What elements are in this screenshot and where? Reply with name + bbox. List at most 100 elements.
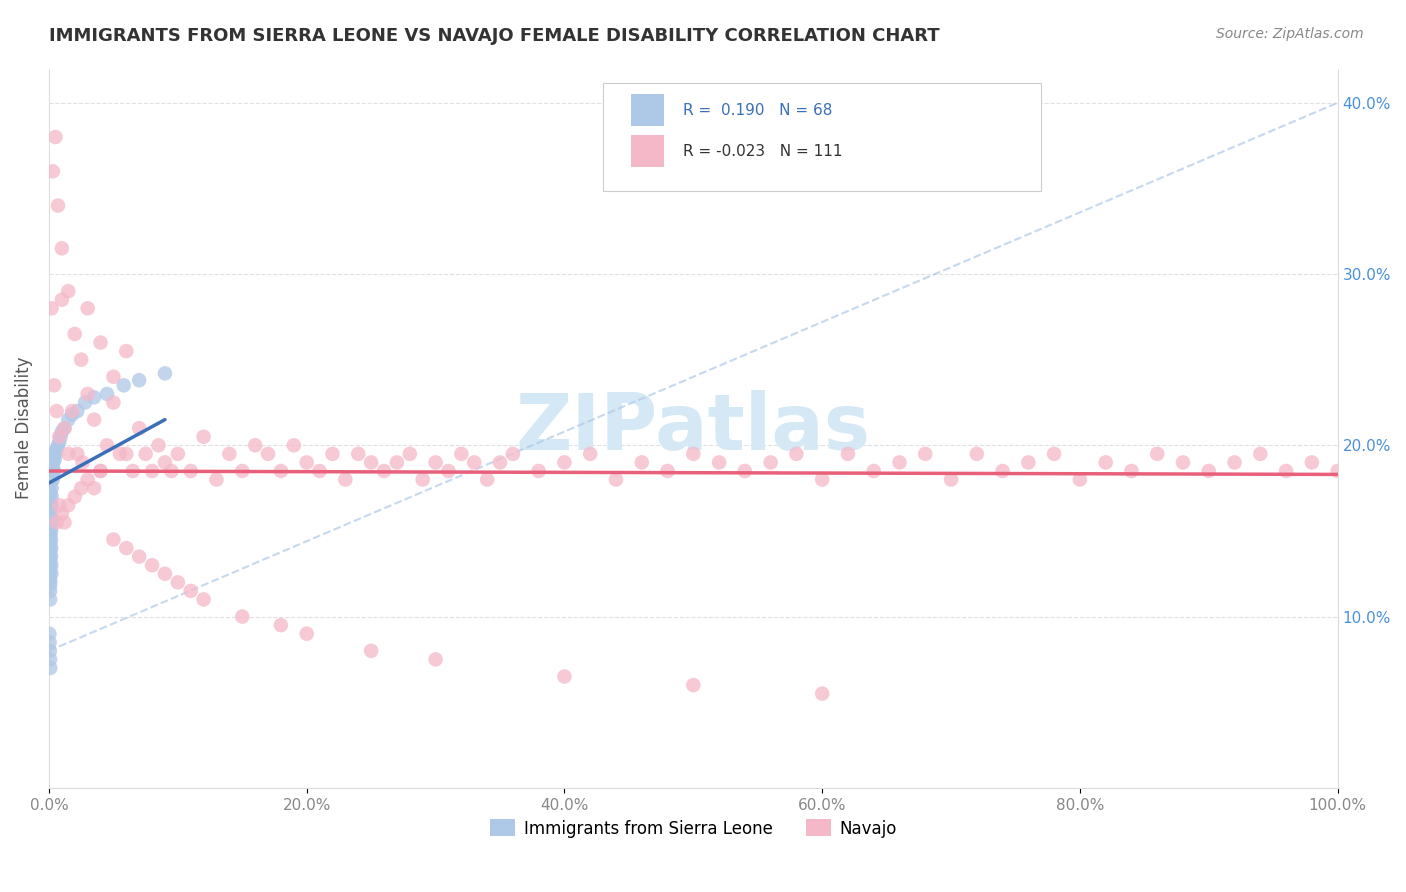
Point: [862, 464, 884, 478]
Point: [38, 481, 60, 495]
Point: [39, 652, 62, 666]
Point: [243, 438, 266, 452]
Point: [42, 378, 65, 392]
Point: [66, 447, 89, 461]
Point: [1198, 464, 1220, 478]
Point: [38, 558, 60, 573]
Point: [41, 473, 63, 487]
Point: [44, 447, 66, 461]
Point: [128, 373, 150, 387]
Point: [166, 447, 188, 461]
Point: [41, 498, 63, 512]
Point: [39, 518, 62, 533]
Point: [108, 447, 131, 461]
Point: [39, 544, 62, 558]
Point: [295, 626, 318, 640]
Point: [283, 438, 305, 452]
Point: [38, 549, 60, 564]
Point: [1043, 447, 1066, 461]
Point: [141, 558, 163, 573]
Point: [373, 464, 395, 478]
Point: [1069, 473, 1091, 487]
Point: [889, 455, 911, 469]
Point: [231, 609, 253, 624]
Point: [308, 464, 330, 478]
Point: [103, 395, 125, 409]
Point: [38, 635, 60, 649]
Point: [39, 661, 62, 675]
Point: [425, 455, 447, 469]
Point: [1171, 455, 1194, 469]
Point: [231, 464, 253, 478]
Point: [180, 464, 202, 478]
Point: [38, 464, 60, 478]
Point: [89, 464, 111, 478]
Point: [44, 130, 66, 145]
Point: [553, 455, 575, 469]
Point: [42, 455, 65, 469]
Point: [1223, 455, 1246, 469]
Point: [385, 455, 408, 469]
Point: [605, 473, 627, 487]
Point: [39, 592, 62, 607]
Point: [83, 481, 105, 495]
Point: [38, 644, 60, 658]
Point: [42, 473, 65, 487]
Point: [51, 507, 73, 521]
Point: [128, 549, 150, 564]
Point: [39, 507, 62, 521]
Point: [1146, 447, 1168, 461]
Point: [112, 378, 135, 392]
Point: [53, 516, 76, 530]
Point: [579, 447, 602, 461]
Point: [153, 455, 176, 469]
Point: [153, 566, 176, 581]
Point: [1326, 464, 1348, 478]
Point: [1094, 455, 1116, 469]
Point: [425, 652, 447, 666]
Point: [49, 430, 72, 444]
Point: [53, 421, 76, 435]
Text: R = -0.023   N = 111: R = -0.023 N = 111: [683, 144, 842, 159]
Point: [914, 447, 936, 461]
Point: [44, 452, 66, 467]
Text: Source: ZipAtlas.com: Source: ZipAtlas.com: [1216, 27, 1364, 41]
Point: [41, 566, 63, 581]
Point: [811, 473, 834, 487]
Point: [41, 464, 63, 478]
Point: [39, 541, 62, 555]
Point: [837, 447, 859, 461]
Point: [1275, 464, 1298, 478]
Point: [70, 481, 93, 495]
Point: [70, 352, 93, 367]
Point: [153, 367, 176, 381]
Point: [66, 404, 89, 418]
Point: [360, 455, 382, 469]
Point: [785, 447, 807, 461]
Point: [1249, 447, 1271, 461]
Point: [38, 566, 60, 581]
Point: [295, 455, 318, 469]
Point: [38, 524, 60, 538]
Point: [42, 164, 65, 178]
Point: [205, 473, 228, 487]
Point: [160, 464, 183, 478]
Point: [42, 464, 65, 478]
Point: [51, 425, 73, 439]
Point: [51, 241, 73, 255]
Point: [121, 464, 143, 478]
Point: [1017, 455, 1039, 469]
Point: [63, 490, 86, 504]
Point: [321, 447, 343, 461]
Point: [682, 678, 704, 692]
Point: [141, 464, 163, 478]
Point: [42, 447, 65, 461]
Point: [89, 335, 111, 350]
Y-axis label: Female Disability: Female Disability: [15, 357, 32, 500]
Point: [39, 579, 62, 593]
Point: [41, 455, 63, 469]
Point: [437, 464, 460, 478]
Point: [39, 575, 62, 590]
Point: [180, 583, 202, 598]
Point: [103, 533, 125, 547]
